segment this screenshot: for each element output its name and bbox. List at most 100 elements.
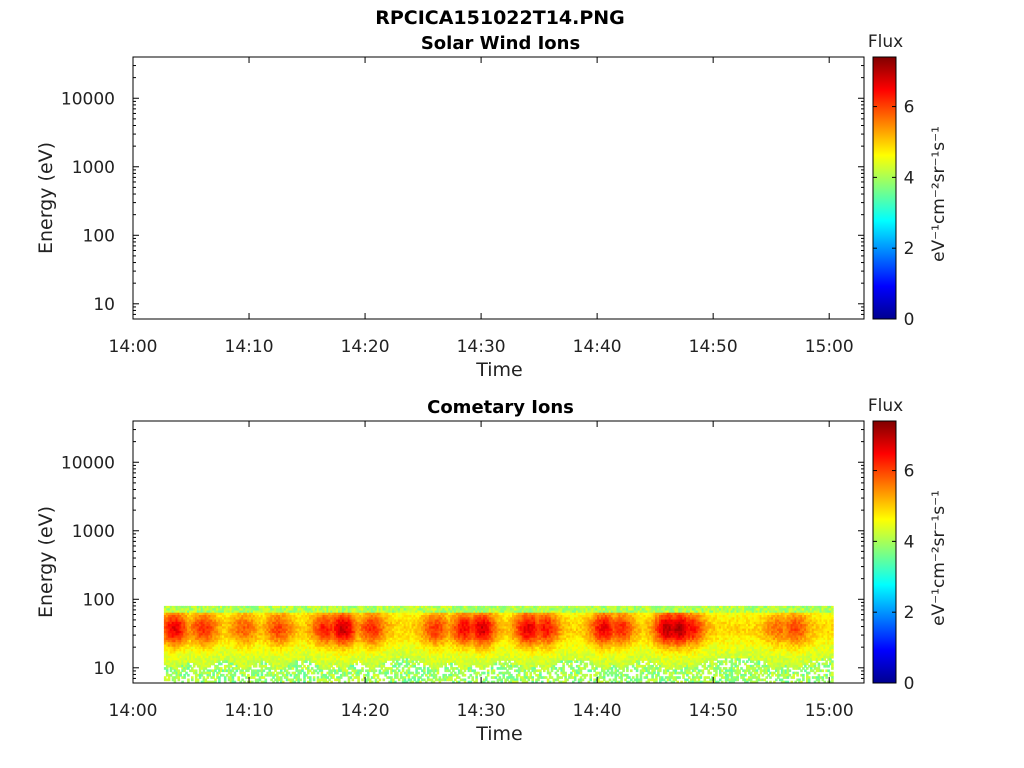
flux-cell [191,626,194,629]
flux-cell [345,633,349,636]
flux-cell [432,662,436,666]
flux-cell [409,637,413,641]
flux-cell [233,628,237,632]
flux-cell [411,680,415,684]
flux-cell [241,615,244,618]
flux-cell [417,655,420,659]
flux-cell [220,628,223,632]
flux-cell [438,653,442,657]
flux-cell [442,628,445,632]
flux-cell [264,610,268,614]
flux-cell [370,615,374,618]
flux-cell [208,621,211,625]
flux-cell [454,649,457,652]
flux-cell [202,655,206,659]
flux-cell [407,667,411,670]
flux-cell [239,610,242,614]
flux-cell [361,653,364,657]
flux-cell [324,615,328,618]
flux-cell [326,639,329,643]
flux-cell [341,621,345,625]
flux-cell [357,676,360,679]
flux-cell [208,619,211,623]
flux-cell [278,653,281,657]
flux-cell [175,612,179,616]
flux-cell [343,633,347,636]
flux-cell [463,642,467,645]
flux-cell [363,642,366,645]
flux-cell [210,610,213,614]
flux-cell [444,612,447,616]
flux-cell [173,615,177,618]
flux-cell [303,664,306,668]
flux-cell [314,612,318,616]
flux-cell [318,658,322,661]
flux-cell [421,633,424,636]
flux-cell [465,628,469,632]
flux-cell [169,610,173,614]
flux-cell [187,662,190,666]
flux-cell [293,653,297,657]
flux-cell [258,669,262,673]
flux-cell [310,671,314,675]
flux-cell [281,662,285,666]
flux-cell [291,651,295,654]
flux-cell [419,617,422,620]
flux-cell [293,619,297,623]
flux-cell [457,610,461,614]
flux-cell [403,617,407,620]
flux-cell [270,628,273,632]
flux-cell [163,619,167,623]
flux-cell [222,644,225,648]
flux-cell [399,610,403,614]
flux-cell [280,680,283,684]
flux-cell [293,633,297,636]
flux-cell [394,671,397,675]
flux-cell [318,655,322,659]
flux-cell [198,642,202,645]
flux-cell [283,639,287,643]
flux-cell [266,667,269,670]
flux-cell [363,633,366,636]
flux-cell [397,617,401,620]
flux-cell [425,655,428,659]
flux-cell [307,605,310,609]
flux-cell [287,660,291,663]
flux-cell [309,612,312,616]
flux-cell [347,633,351,636]
flux-cell [448,637,451,641]
flux-cell [249,635,252,639]
flux-cell [465,635,469,639]
flux-cell [432,630,436,634]
flux-cell [171,646,175,650]
flux-cell [231,680,235,684]
flux-cell [361,662,364,666]
flux-cell [454,626,457,629]
flux-cell [396,676,399,679]
flux-cell [347,664,351,668]
flux-cell [312,642,316,645]
flux-cell [430,673,434,677]
flux-cell [359,646,362,650]
flux-cell [428,660,432,663]
flux-cell [223,619,227,623]
flux-cell [444,662,447,666]
flux-cell [183,658,186,661]
flux-cell [229,676,233,679]
flux-cell [291,605,295,609]
flux-cell [165,624,169,627]
flux-cell [463,624,467,627]
flux-cell [179,612,182,616]
flux-cell [272,658,275,661]
flux-cell [268,667,271,670]
flux-cell [216,635,219,639]
flux-cell [463,653,467,657]
flux-cell [305,673,308,677]
flux-cell [338,651,341,654]
flux-cell [316,676,320,679]
flux-cell [252,671,256,675]
flux-cell [316,617,320,620]
flux-cell [426,649,430,652]
flux-cell [463,612,467,616]
flux-cell [367,649,370,652]
